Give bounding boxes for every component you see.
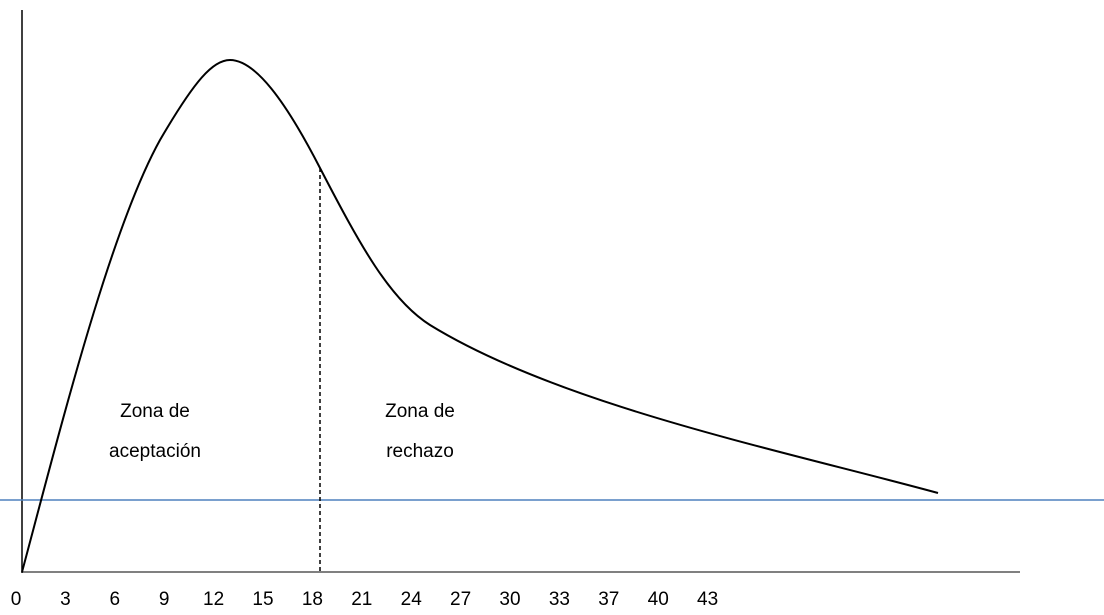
- x-tick-label: 12: [203, 589, 224, 610]
- zone-label: Zona de: [385, 401, 455, 422]
- x-tick-label: 40: [648, 589, 669, 610]
- x-tick-label: 6: [110, 589, 121, 610]
- zone-label: Zona de: [120, 401, 190, 422]
- zone-label: rechazo: [386, 441, 454, 462]
- distribution-curve: [21, 58, 939, 573]
- zone-label: aceptación: [109, 441, 201, 462]
- x-tick-label: 0: [11, 589, 22, 610]
- x-tick-label: 30: [499, 589, 520, 610]
- x-tick-label: 18: [302, 589, 323, 610]
- x-tick-label: 27: [450, 589, 471, 610]
- x-tick-label: 9: [159, 589, 170, 610]
- x-tick-label: 21: [351, 589, 372, 610]
- x-tick-label: 3: [60, 589, 71, 610]
- x-tick-label: 24: [401, 589, 423, 610]
- x-tick-label: 37: [598, 589, 619, 610]
- x-tick-label: 33: [549, 589, 570, 610]
- x-tick-label: 15: [252, 589, 273, 610]
- x-tick-label: 43: [697, 589, 718, 610]
